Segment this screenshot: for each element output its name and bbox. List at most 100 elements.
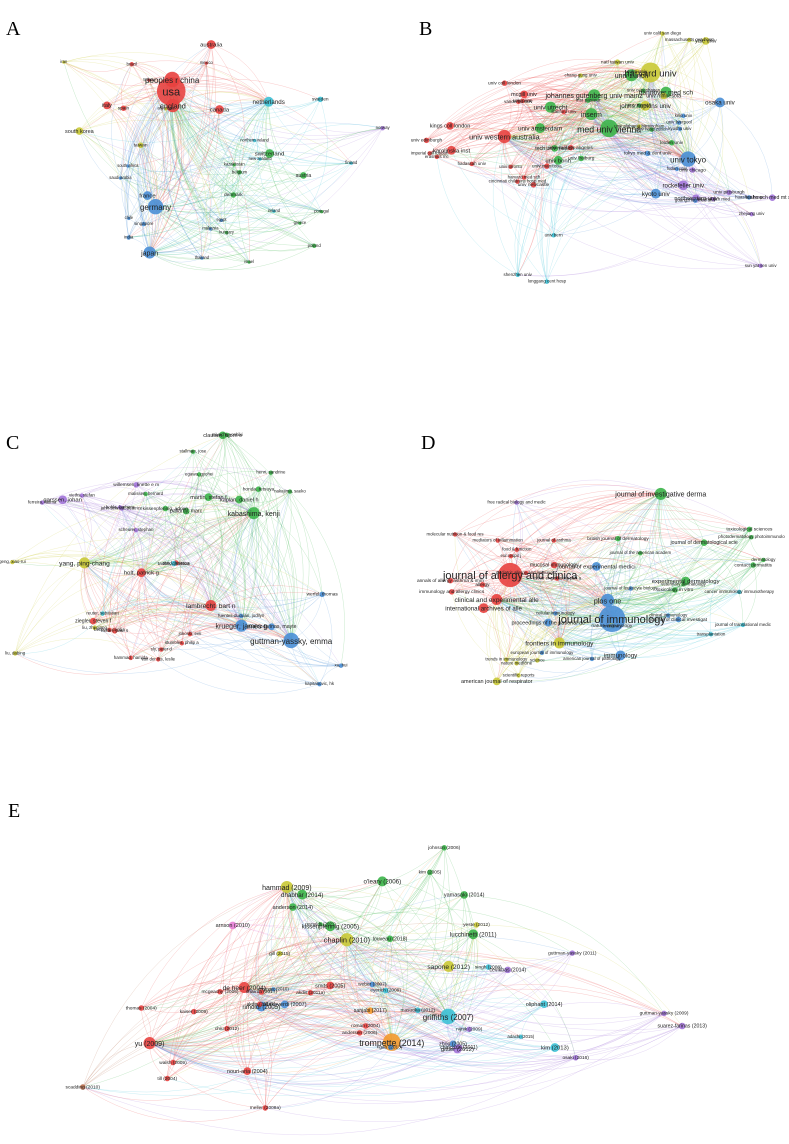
node-label: scheurer, stephan (118, 527, 153, 532)
node-label: keio univ (675, 113, 693, 118)
network-edge (210, 499, 243, 606)
network-edge (672, 39, 697, 199)
network-edge (155, 162, 352, 215)
network-edge (390, 969, 508, 1048)
node-label: vanderbilt univ (504, 99, 533, 104)
network-edge (559, 634, 712, 659)
node-label: oliphant (2014) (526, 1002, 563, 1008)
network-edge (504, 95, 595, 137)
network-edge (429, 872, 454, 967)
network-edge (593, 95, 773, 198)
node-label: xu, hui (335, 663, 348, 668)
node-label: erasmus mc (425, 154, 450, 159)
node-label: akdis (2014) (247, 1002, 274, 1008)
network-edge (82, 1003, 285, 1088)
network-edge (114, 572, 142, 632)
network-edge (539, 61, 618, 129)
network-edge (271, 626, 342, 666)
network-edge (186, 488, 259, 513)
network-edge (391, 952, 573, 1043)
node-label: mcgeachy (2005) (201, 989, 238, 995)
network-edge (127, 101, 269, 167)
network-edge (62, 481, 254, 514)
network-edge (496, 615, 669, 683)
network-edge (149, 1042, 460, 1085)
node-label: holt, patrick g (124, 571, 159, 577)
network-edge (198, 474, 223, 606)
network-edge (265, 1016, 449, 1109)
network-edge (256, 886, 288, 1007)
network-edge (391, 1004, 545, 1048)
network-node (540, 1000, 548, 1009)
network-edge (172, 105, 222, 221)
node-label: malissen, bernard (128, 491, 163, 496)
network-edge (655, 183, 750, 198)
node-label: nature immunology (591, 623, 632, 629)
network-edge (559, 529, 750, 644)
network-edge (149, 228, 211, 254)
node-label: greece (294, 220, 307, 225)
network-edge (63, 61, 132, 72)
network-edge (273, 881, 383, 990)
network-node (119, 506, 124, 511)
network-edge (81, 495, 292, 641)
network-edge (496, 580, 686, 682)
network-edge (286, 886, 348, 940)
network-edge (454, 507, 705, 543)
network-edge (448, 1016, 555, 1051)
network-edge (389, 938, 556, 1048)
network-edge (238, 101, 269, 173)
node-label: kissenpfennig (2005) (302, 923, 359, 930)
node-label: meller (2008a) (250, 1105, 281, 1111)
network-edge (79, 130, 315, 247)
network-edge (208, 496, 246, 626)
network-edge (518, 493, 661, 676)
network-edge (553, 493, 661, 541)
network-edge (286, 887, 366, 1027)
network-edge (274, 886, 288, 954)
network-node (637, 103, 642, 108)
network-edge (370, 938, 393, 1011)
network-node (255, 486, 262, 492)
network-node (660, 92, 667, 100)
network-edge (555, 558, 754, 614)
network-edge (320, 924, 449, 1017)
network-edge (149, 926, 331, 1044)
network-edge (612, 559, 764, 620)
network-edge (172, 105, 235, 166)
network-edge (161, 605, 211, 650)
network-edge (148, 80, 301, 224)
network-node (319, 210, 324, 214)
network-edge (121, 508, 342, 666)
network-edge (14, 435, 223, 654)
network-node (228, 921, 237, 930)
network-edge (82, 1086, 266, 1122)
network-node (147, 78, 151, 82)
network-node (578, 155, 584, 162)
network-edge (273, 988, 366, 1027)
network-edge (436, 71, 651, 158)
network-edge (289, 491, 345, 666)
network-edge (504, 72, 651, 138)
network-edge (510, 127, 610, 167)
network-edge (82, 1029, 470, 1112)
network-edge (15, 611, 292, 654)
network-edge (246, 513, 272, 627)
network-edge (647, 95, 666, 154)
network-edge (286, 886, 474, 941)
node-label: johns hopkins univ (619, 103, 672, 110)
network-edge (593, 95, 680, 130)
network-edge (451, 591, 560, 644)
network-node (750, 562, 756, 568)
network-edge (523, 137, 672, 178)
network-edge (127, 140, 255, 172)
node-label: molecular nutrition & food res (426, 531, 484, 536)
node-label: toxicology in vitro (656, 587, 693, 593)
network-edge (149, 1013, 665, 1094)
network-edge (522, 88, 595, 102)
network-node (187, 631, 193, 637)
network-edge (660, 493, 744, 626)
network-edge (504, 129, 652, 152)
network-edge (516, 600, 608, 664)
network-edge (509, 493, 661, 576)
